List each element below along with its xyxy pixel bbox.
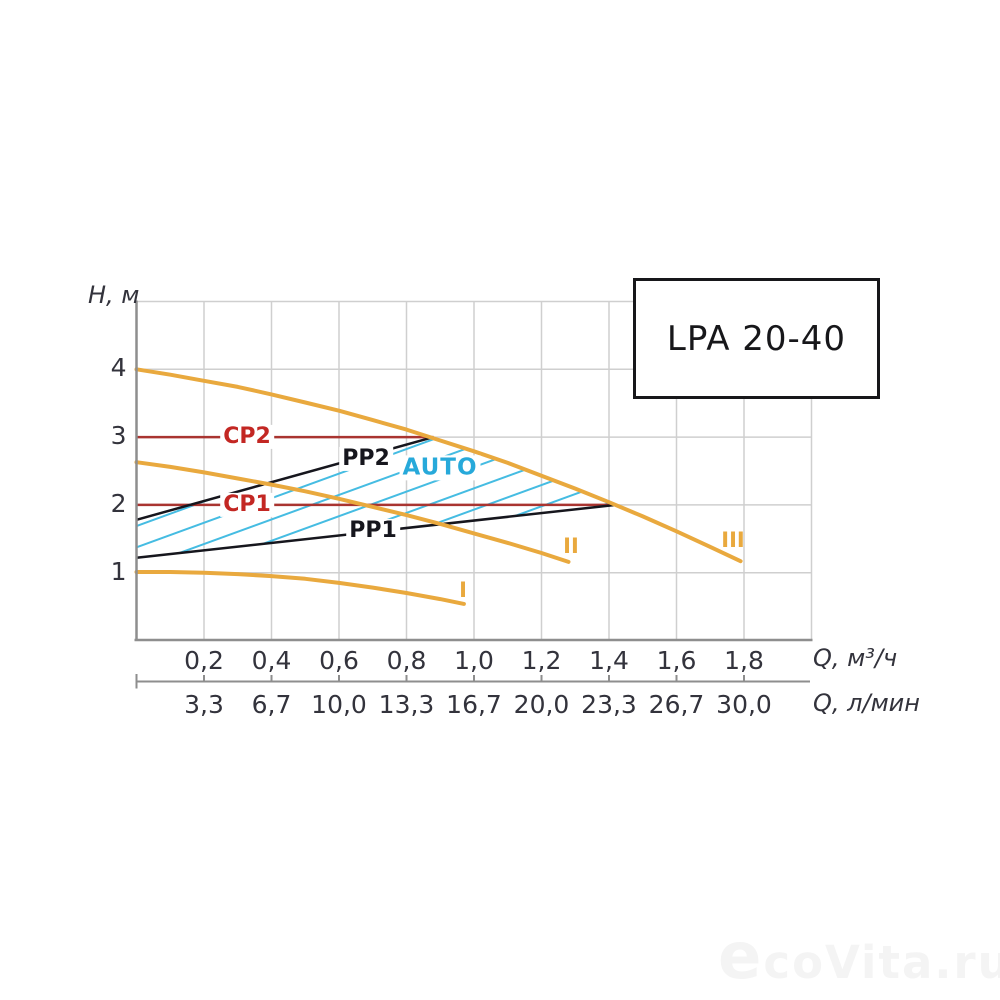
x-tick-label-lmin: 6,7 [251, 690, 292, 719]
watermark-rest: coVita.ru [763, 936, 1000, 989]
x-tick-label-lmin: 10,0 [311, 690, 367, 719]
y-tick-label: 4 [110, 353, 127, 383]
x-tick-label-lmin: 20,0 [513, 690, 570, 719]
watermark: ecoVita.ru [718, 922, 1000, 998]
y-tick-label: 2 [110, 488, 127, 518]
watermark-first-letter: e [718, 920, 764, 994]
x-tick-label-m3h: 1,4 [589, 646, 629, 675]
auto-region-hatch [136, 437, 616, 558]
x-tick-label-m3h: 1,0 [454, 646, 494, 675]
y-axis-title: H, м [88, 281, 140, 309]
cp2-line-label: CP2 [220, 424, 274, 450]
pump-curve-II [134, 460, 571, 564]
cp1-line-label: CP1 [220, 492, 274, 518]
x-tick-label-lmin: 26,7 [648, 690, 705, 719]
pump-curve-I [134, 570, 466, 606]
y-tick-label: 3 [110, 421, 127, 451]
x-tick-label-lmin: 13,3 [378, 690, 435, 719]
x-tick-label-m3h: 1,6 [656, 646, 697, 675]
curve-label-speed-1: I [459, 578, 467, 602]
x-tick-label-m3h: 0,2 [184, 646, 224, 675]
x-tick-label-lmin: 3,3 [184, 690, 224, 719]
curve-label-speed-2: II [563, 534, 579, 558]
axes [134, 300, 813, 689]
auto-region-label: AUTO [399, 455, 481, 481]
x-tick-label-lmin: 30,0 [716, 690, 772, 719]
model-name: LPA 20-40 [666, 318, 847, 359]
curve-label-speed-3: III [721, 528, 745, 552]
x-tick-label-lmin: 23,3 [581, 690, 637, 719]
x-tick-label-lmin: 16,7 [446, 690, 502, 719]
x-tick-label-m3h: 0,8 [386, 646, 427, 675]
x-tick-label-m3h: 1,8 [724, 646, 764, 675]
pp1-line-label: PP1 [346, 518, 400, 544]
x-axis-secondary-title: Q, л/мин [813, 689, 920, 717]
x-tick-label-m3h: 1,2 [521, 646, 562, 675]
cp-lines [136, 435, 616, 507]
model-legend-box: LPA 20-40 [633, 278, 880, 399]
pp2-line-label: PP2 [339, 446, 393, 472]
x-axis-primary-title: Q, м³/ч [813, 644, 898, 672]
pump-curve-III [134, 367, 743, 564]
x-tick-label-m3h: 0,6 [319, 646, 359, 675]
y-tick-label: 1 [110, 556, 127, 586]
x-tick-label-m3h: 0,4 [251, 646, 292, 675]
